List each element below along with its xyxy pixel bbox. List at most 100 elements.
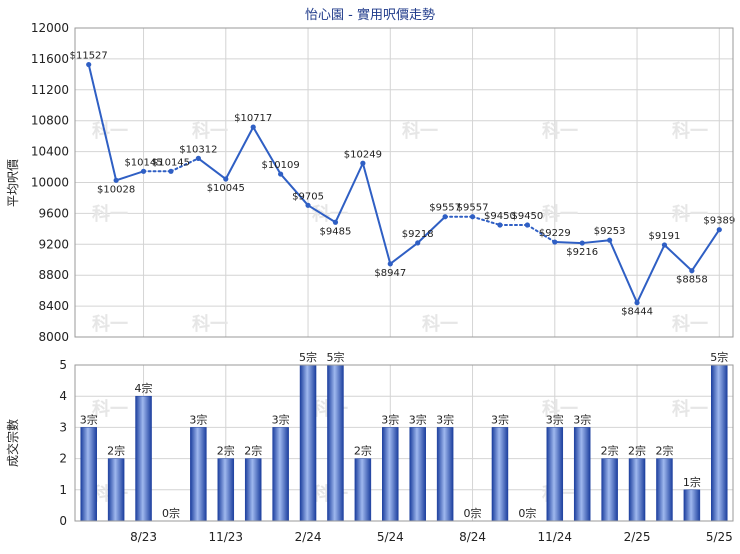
line-chart-y-axis-label: 平均呎價 — [6, 159, 20, 207]
line-segment-dotted — [169, 157, 200, 173]
x-tick-label: 2/24 — [295, 530, 322, 544]
bar — [683, 489, 701, 522]
line-chart-y-tick-label: 10400 — [31, 145, 69, 159]
bar-value-label: 2宗 — [244, 444, 262, 458]
price-value-label: $9557 — [457, 203, 489, 214]
bar — [217, 458, 235, 522]
price-value-label: $10028 — [97, 184, 135, 195]
line-chart-y-tick-label: 8000 — [38, 330, 69, 344]
x-tick-label: 11/24 — [537, 530, 572, 544]
bar-value-label: 5宗 — [299, 350, 317, 364]
bar-value-label: 0宗 — [518, 506, 536, 520]
x-tick-label: 11/23 — [208, 530, 243, 544]
line-layer — [86, 61, 722, 306]
bar — [327, 364, 344, 522]
bar — [299, 364, 317, 522]
data-point — [579, 240, 585, 246]
bar — [656, 458, 673, 522]
line-segment — [197, 157, 227, 181]
bar-chart-y-tick-label: 3 — [59, 420, 67, 434]
line-segment — [416, 215, 447, 244]
watermark-text: 科一 — [542, 398, 578, 420]
bar — [354, 458, 372, 522]
bar-value-label: 5宗 — [326, 350, 344, 364]
watermark-text: 科一 — [92, 313, 128, 335]
x-tick-label: 5/24 — [377, 530, 404, 544]
line-segment — [224, 126, 255, 181]
bar — [711, 364, 728, 522]
bar-value-label: 3宗 — [573, 412, 591, 426]
line-segment — [690, 228, 721, 272]
data-point — [195, 155, 201, 161]
line-segment — [361, 162, 392, 265]
price-value-label: $10045 — [207, 183, 245, 194]
bar-value-label: 3宗 — [409, 412, 427, 426]
data-point — [387, 261, 393, 267]
line-chart-y-tick-label: 10800 — [31, 114, 69, 128]
line-chart-y-tick-label: 9600 — [38, 206, 69, 220]
price-value-label: $8858 — [676, 275, 708, 286]
watermark-text: 科一 — [92, 398, 128, 420]
line-segment — [663, 243, 693, 272]
price-value-label: $9216 — [566, 247, 598, 258]
line-chart-y-tick-label: 10000 — [31, 176, 69, 190]
line-segment — [279, 173, 310, 207]
watermark-text: 科一 — [542, 203, 578, 225]
data-point — [607, 237, 613, 243]
bar-chart-y-tick-label: 4 — [59, 389, 67, 403]
line-chart-y-tick-label: 11200 — [31, 83, 69, 97]
line-segment — [252, 126, 282, 176]
line-chart-y-tick-label: 11600 — [31, 52, 69, 66]
line-chart-y-tick-label: 8800 — [38, 268, 69, 282]
line-segment — [334, 162, 364, 224]
bar — [190, 427, 207, 522]
bar-chart-y-axis-label: 成交宗數 — [5, 419, 20, 467]
bar — [601, 458, 618, 522]
price-value-label: $10109 — [262, 160, 300, 171]
line-segment — [581, 239, 611, 245]
data-point — [415, 240, 421, 246]
bars-layer — [80, 364, 728, 522]
data-point — [497, 222, 503, 228]
bar-value-label: 5宗 — [710, 350, 728, 364]
price-value-label: $9450 — [511, 211, 543, 222]
price-value-label: $9485 — [320, 226, 352, 237]
bar — [272, 427, 289, 522]
bar-value-label: 2宗 — [217, 444, 235, 458]
price-value-label: $9253 — [594, 226, 626, 237]
watermark-text: 科一 — [672, 120, 708, 142]
bar-value-label: 3宗 — [436, 412, 454, 426]
bar — [491, 427, 509, 522]
x-tick-label: 8/24 — [459, 530, 486, 544]
bar-value-label: 4宗 — [135, 381, 153, 395]
price-value-label: $10145 — [124, 157, 162, 168]
bar — [80, 427, 97, 522]
axes-layer: 8000840088009200960010000104001080011200… — [31, 21, 734, 544]
price-value-label: $8444 — [621, 307, 653, 318]
bar — [573, 427, 591, 522]
watermark-layer: 科一科一科一科一科一科一科一科一科一科一科一科一科一科一科一科一科一科一科一科一 — [92, 120, 708, 505]
data-point — [442, 214, 448, 220]
data-point — [469, 214, 476, 220]
watermark-text: 科一 — [92, 120, 128, 142]
line-chart-y-tick-label: 12000 — [31, 21, 69, 35]
bar — [107, 458, 125, 522]
price-value-label: $9229 — [539, 228, 571, 239]
line-segment — [608, 239, 639, 304]
watermark-text: 科一 — [672, 313, 708, 335]
bar — [135, 395, 152, 522]
line-segment — [307, 204, 337, 224]
data-point — [716, 227, 722, 233]
watermark-text: 科一 — [192, 313, 228, 335]
price-value-label: $11527 — [70, 51, 108, 62]
watermark-text: 科一 — [672, 203, 708, 225]
data-point — [634, 300, 640, 306]
bar — [436, 427, 454, 522]
data-point — [86, 61, 92, 68]
data-point — [360, 160, 366, 166]
x-tick-label: 2/25 — [624, 530, 651, 544]
line-segment — [115, 170, 145, 182]
watermark-text: 科一 — [402, 120, 438, 142]
data-point — [223, 176, 229, 182]
